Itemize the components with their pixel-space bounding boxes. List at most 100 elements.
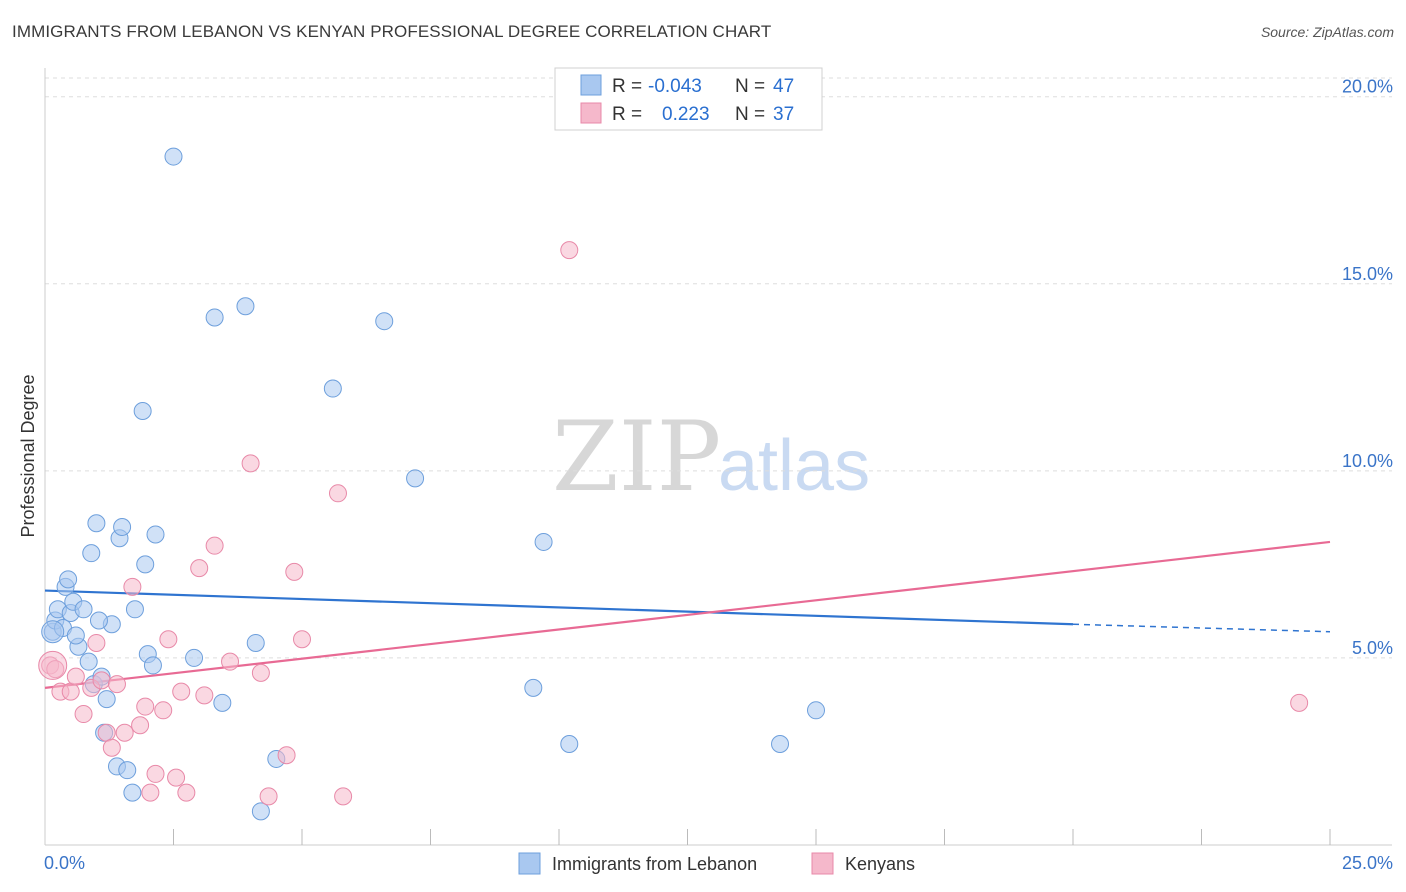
lebanon-point <box>125 600 144 619</box>
trend-lines <box>44 540 1331 689</box>
lebanon-point <box>560 734 579 753</box>
legend-n-label-1: N = <box>735 76 765 97</box>
kenyans-point <box>277 746 296 765</box>
lebanon-point <box>136 555 155 574</box>
lebanon-point <box>185 648 204 667</box>
legend-r-label-2: R = <box>612 104 642 125</box>
kenyans-point <box>221 652 240 671</box>
kenyans-point <box>136 697 155 716</box>
legend-swatch-lebanon <box>580 74 602 96</box>
lebanon-point <box>143 656 162 675</box>
axes <box>44 68 1392 846</box>
lebanon-point <box>375 312 394 331</box>
kenyans-point <box>259 787 278 806</box>
lebanon-point <box>524 678 543 697</box>
kenyans-point <box>285 562 304 581</box>
y-axis-label: Professional Degree <box>18 374 38 537</box>
y-tick-label: 20.0% <box>1342 77 1393 97</box>
kenyans-point <box>159 630 178 649</box>
kenyans-point <box>66 667 85 686</box>
lebanon-point <box>205 308 224 327</box>
kenyans-point <box>251 663 270 682</box>
kenyans-point <box>241 454 260 473</box>
y-tick-label: 5.0% <box>1352 638 1393 658</box>
kenyans-point <box>131 716 150 735</box>
kenyans-point <box>154 701 173 720</box>
legend-n-value-1: 47 <box>773 76 794 97</box>
kenyans-point <box>172 682 191 701</box>
lebanon-point <box>323 379 342 398</box>
kenyans-point <box>177 783 196 802</box>
lebanon-point <box>59 570 78 589</box>
lebanon-point <box>213 693 232 712</box>
kenyans-point <box>146 764 165 783</box>
x-tick-label: 25.0% <box>1342 853 1393 873</box>
kenyans-point <box>1290 693 1309 712</box>
kenyans-point <box>97 723 116 742</box>
lebanon-point <box>118 761 137 780</box>
lebanon-point <box>87 514 106 533</box>
legend-r-value-2: 0.223 <box>662 104 710 125</box>
kenyans-point <box>560 241 579 260</box>
kenyans-point <box>115 723 134 742</box>
lebanon-point <box>74 600 93 619</box>
kenyans-point <box>205 536 224 555</box>
lebanon-point <box>89 611 108 630</box>
lebanon-point <box>807 701 825 720</box>
kenyans-point <box>334 787 353 806</box>
lebanon-point <box>146 525 165 544</box>
lebanon-point <box>41 620 65 644</box>
lebanon-point <box>66 626 85 645</box>
lebanon-point <box>771 734 790 753</box>
y-tick-label: 15.0% <box>1342 264 1393 284</box>
kenyans-point <box>328 484 347 503</box>
series-label-lebanon: Immigrants from Lebanon <box>552 854 757 874</box>
legend-swatch-kenyans <box>580 102 602 124</box>
kenyans-point <box>293 630 311 649</box>
lebanon-point <box>82 544 101 563</box>
watermark-zip: ZIP <box>552 401 721 513</box>
series-legend: Immigrants from Lebanon Kenyans <box>518 852 915 875</box>
kenyans-point <box>141 783 160 802</box>
legend-n-value-2: 37 <box>773 104 794 125</box>
legend-n-label-2: N = <box>735 104 765 125</box>
kenyans-point <box>102 738 121 757</box>
lebanon-point <box>123 783 142 802</box>
lebanon-point <box>97 690 116 709</box>
watermark: ZIP atlas <box>552 401 870 513</box>
stats-legend: R = -0.043 N = 47 R = 0.223 N = 37 <box>554 67 823 131</box>
kenyans-point <box>61 682 80 701</box>
lebanon-point <box>133 401 152 420</box>
chart-title: IMMIGRANTS FROM LEBANON VS KENYAN PROFES… <box>12 22 772 41</box>
lebanon-point <box>534 532 553 551</box>
kenyans-point <box>38 650 68 680</box>
legend-r-value-1: -0.043 <box>648 76 702 97</box>
watermark-atlas: atlas <box>718 426 870 506</box>
y-tick-labels: 5.0% 10.0% 15.0% 20.0% <box>1342 77 1393 658</box>
grid <box>45 77 1392 659</box>
kenyans-point <box>92 671 111 690</box>
series-swatch-kenyans <box>811 852 834 875</box>
lebanon-trend-extension <box>1072 623 1331 633</box>
kenyans-point <box>87 633 106 652</box>
series-label-kenyans: Kenyans <box>845 854 915 874</box>
series-swatch-lebanon <box>518 852 541 875</box>
lebanon-point <box>113 517 132 536</box>
kenyans-point <box>190 559 209 578</box>
kenyans-point <box>167 768 186 787</box>
data-points <box>38 147 1309 821</box>
kenyans-point <box>123 577 142 596</box>
kenyans-point <box>195 686 214 705</box>
kenyans-trend-line <box>44 540 1331 689</box>
lebanon-point <box>406 469 425 488</box>
lebanon-trend-line <box>44 589 1074 626</box>
source-credit: Source: ZipAtlas.com <box>1260 24 1394 40</box>
lebanon-point <box>79 652 98 671</box>
y-tick-label: 10.0% <box>1342 451 1393 471</box>
x-tick-label: 0.0% <box>44 853 85 873</box>
legend-r-label-1: R = <box>612 76 642 97</box>
kenyans-point <box>74 705 93 724</box>
kenyans-point <box>107 675 126 694</box>
lebanon-point <box>164 147 183 166</box>
